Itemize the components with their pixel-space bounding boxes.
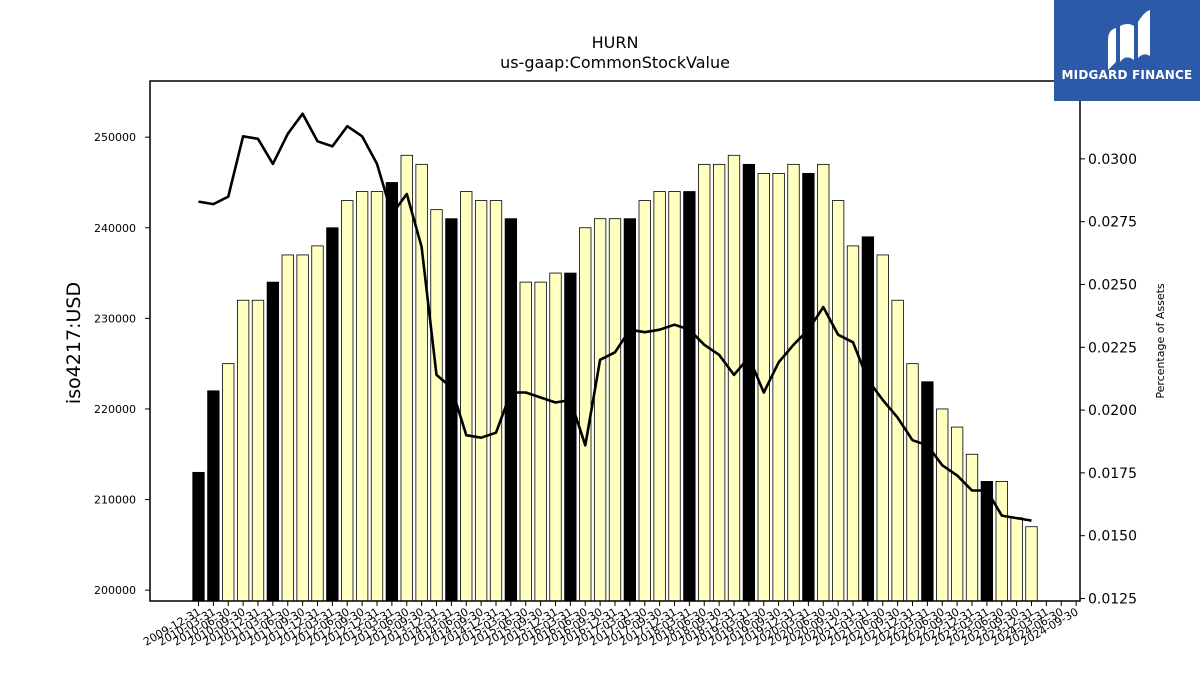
y-tick-label: 240000 — [94, 222, 136, 235]
chart-subtitle: us-gaap:CommonStockValue — [500, 53, 730, 72]
bar — [400, 154, 413, 602]
bar — [236, 299, 250, 602]
bar — [266, 281, 280, 602]
logo-text: MIDGARD FINANCE — [1061, 68, 1193, 82]
bar — [504, 218, 518, 602]
bar — [712, 163, 726, 602]
x-axis: 2009-12-312010-03-312010-06-302010-09-30… — [141, 601, 1081, 649]
bar — [564, 272, 577, 602]
bar — [281, 254, 294, 602]
bar — [936, 408, 949, 602]
bar — [772, 173, 785, 602]
y-axis-label: iso4217:USD — [63, 282, 85, 404]
bar — [341, 200, 354, 602]
bar — [653, 191, 666, 602]
y-tick-label: 230000 — [94, 312, 136, 325]
percentage-line — [198, 112, 1032, 522]
bar — [742, 163, 756, 602]
bar — [846, 245, 860, 602]
bar — [638, 200, 651, 602]
bar — [995, 481, 1008, 602]
bar — [921, 381, 934, 602]
bar — [891, 299, 904, 602]
brand-logo: MIDGARD FINANCE — [1054, 0, 1200, 101]
bar — [222, 363, 235, 602]
bar — [831, 200, 845, 602]
bar — [950, 426, 964, 602]
bar — [311, 245, 324, 602]
right-axis: 0.0125 0.0150 0.0175 0.0200 0.0225 0.0250 0.02… — [1080, 152, 1137, 607]
bar — [727, 154, 741, 602]
bar — [430, 209, 443, 602]
bar — [1025, 526, 1038, 602]
bar — [385, 182, 399, 602]
bar — [698, 163, 711, 602]
bar — [207, 390, 220, 602]
logo-mark-icon — [1108, 10, 1150, 70]
y2-axis-label: Percentage of Assets — [1154, 283, 1167, 399]
y2-tick-label: 0.0200 — [1088, 403, 1137, 419]
bar — [474, 200, 488, 602]
bar — [683, 191, 696, 602]
y2-tick-label: 0.0175 — [1088, 466, 1137, 482]
bar — [668, 191, 681, 602]
bar — [445, 218, 458, 602]
bar — [326, 227, 339, 602]
bar — [489, 200, 503, 602]
bar — [519, 281, 532, 602]
bar — [861, 236, 875, 602]
bar — [192, 471, 205, 602]
bar — [802, 173, 815, 602]
left-axis: 200000 210000 220000 230000 240000 250000 — [94, 131, 150, 597]
y-tick-label: 250000 — [94, 131, 136, 144]
bar — [817, 163, 830, 602]
y-tick-label: 210000 — [94, 494, 136, 507]
y2-tick-label: 0.0250 — [1088, 277, 1137, 293]
y2-tick-label: 0.0275 — [1088, 215, 1137, 231]
bar — [787, 163, 800, 602]
bar — [608, 218, 622, 602]
bar — [579, 227, 592, 602]
y-tick-label: 220000 — [94, 403, 136, 416]
y-tick-label: 200000 — [94, 584, 136, 597]
bar — [355, 191, 369, 602]
y2-tick-label: 0.0225 — [1088, 340, 1137, 356]
bar — [370, 191, 384, 602]
y2-tick-label: 0.0125 — [1088, 591, 1137, 607]
bar — [906, 363, 919, 602]
y2-tick-label: 0.0150 — [1088, 529, 1137, 545]
bar — [965, 453, 979, 602]
bar — [593, 218, 607, 602]
bar — [623, 218, 637, 602]
bar — [534, 281, 547, 602]
bar — [251, 299, 265, 602]
bars-group — [192, 154, 1038, 602]
bar — [1010, 517, 1023, 602]
bar — [549, 272, 562, 602]
bar — [460, 191, 473, 602]
bar — [876, 254, 889, 602]
bar — [296, 254, 309, 602]
y2-tick-label: 0.0300 — [1088, 152, 1137, 168]
chart-title: HURN — [592, 33, 639, 52]
line-group — [198, 112, 1032, 522]
